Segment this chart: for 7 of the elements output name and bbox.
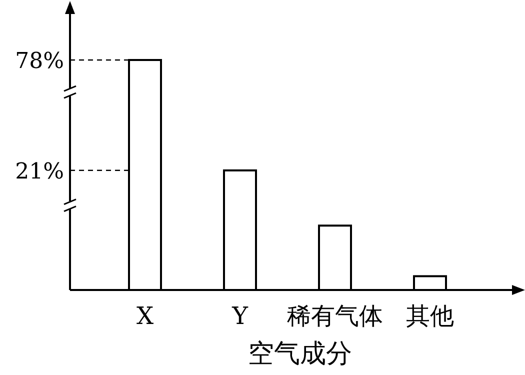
text: 78% [15, 49, 64, 74]
x-tick-label: Y [231, 302, 250, 330]
x-tick-label: X [136, 302, 154, 330]
x-tick-label: 其他 [406, 302, 454, 330]
x-axis-title: 空气成分 [248, 339, 352, 369]
x-tick-label: 稀有气体 [287, 302, 383, 330]
text: 21% [15, 159, 64, 184]
